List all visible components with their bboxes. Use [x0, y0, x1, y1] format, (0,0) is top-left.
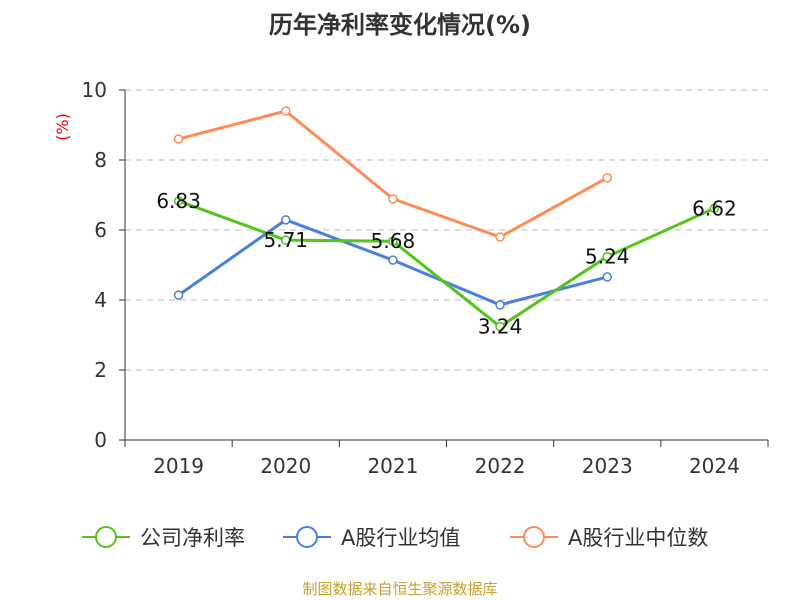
y-tick-label: 0 [94, 428, 107, 452]
data-point [281, 106, 291, 116]
data-point [602, 173, 612, 183]
x-tick-label: 2020 [260, 454, 311, 478]
legend-label: A股行业均值 [341, 526, 460, 550]
data-point [602, 251, 612, 262]
y-tick-label: 6 [94, 218, 107, 242]
series-line-0 [178, 199, 716, 329]
legend-marker [95, 526, 117, 548]
legend-marker [523, 526, 545, 548]
data-point [388, 255, 398, 265]
data-label: 3.24 [478, 315, 523, 339]
series-line-2 [178, 109, 608, 239]
data-label: 6.83 [156, 189, 201, 213]
x-tick-label: 2022 [475, 454, 526, 478]
data-label: 5.68 [371, 229, 416, 253]
data-point [495, 232, 505, 242]
data-point [388, 194, 398, 204]
data-point [173, 196, 184, 206]
data-point [281, 235, 291, 245]
data-point [281, 215, 291, 225]
data-point [173, 290, 184, 300]
data-point [495, 300, 505, 310]
legend-label: A股行业中位数 [568, 526, 708, 550]
source-note: 制图数据来自恒生聚源数据库 [302, 580, 497, 598]
y-axis-label: (%) [53, 113, 72, 141]
y-tick-label: 10 [82, 78, 107, 102]
y-tick-label: 4 [94, 288, 107, 312]
chart-title: 历年净利率变化情况(%) [269, 11, 531, 39]
x-tick-label: 2023 [582, 454, 633, 478]
data-point [388, 236, 398, 246]
data-point [709, 203, 720, 214]
y-tick-label: 2 [94, 358, 107, 382]
legend-marker [296, 526, 318, 548]
legend-label: 公司净利率 [140, 526, 245, 550]
data-label: 6.62 [692, 196, 737, 220]
data-point [602, 272, 612, 282]
data-point [495, 321, 505, 332]
data-label: 5.24 [585, 245, 630, 269]
data-label: 5.71 [263, 228, 308, 252]
x-tick-label: 2024 [689, 454, 740, 478]
x-tick-label: 2019 [153, 454, 204, 478]
x-tick-label: 2021 [367, 454, 418, 478]
y-tick-label: 8 [94, 148, 107, 172]
data-point [173, 134, 184, 144]
